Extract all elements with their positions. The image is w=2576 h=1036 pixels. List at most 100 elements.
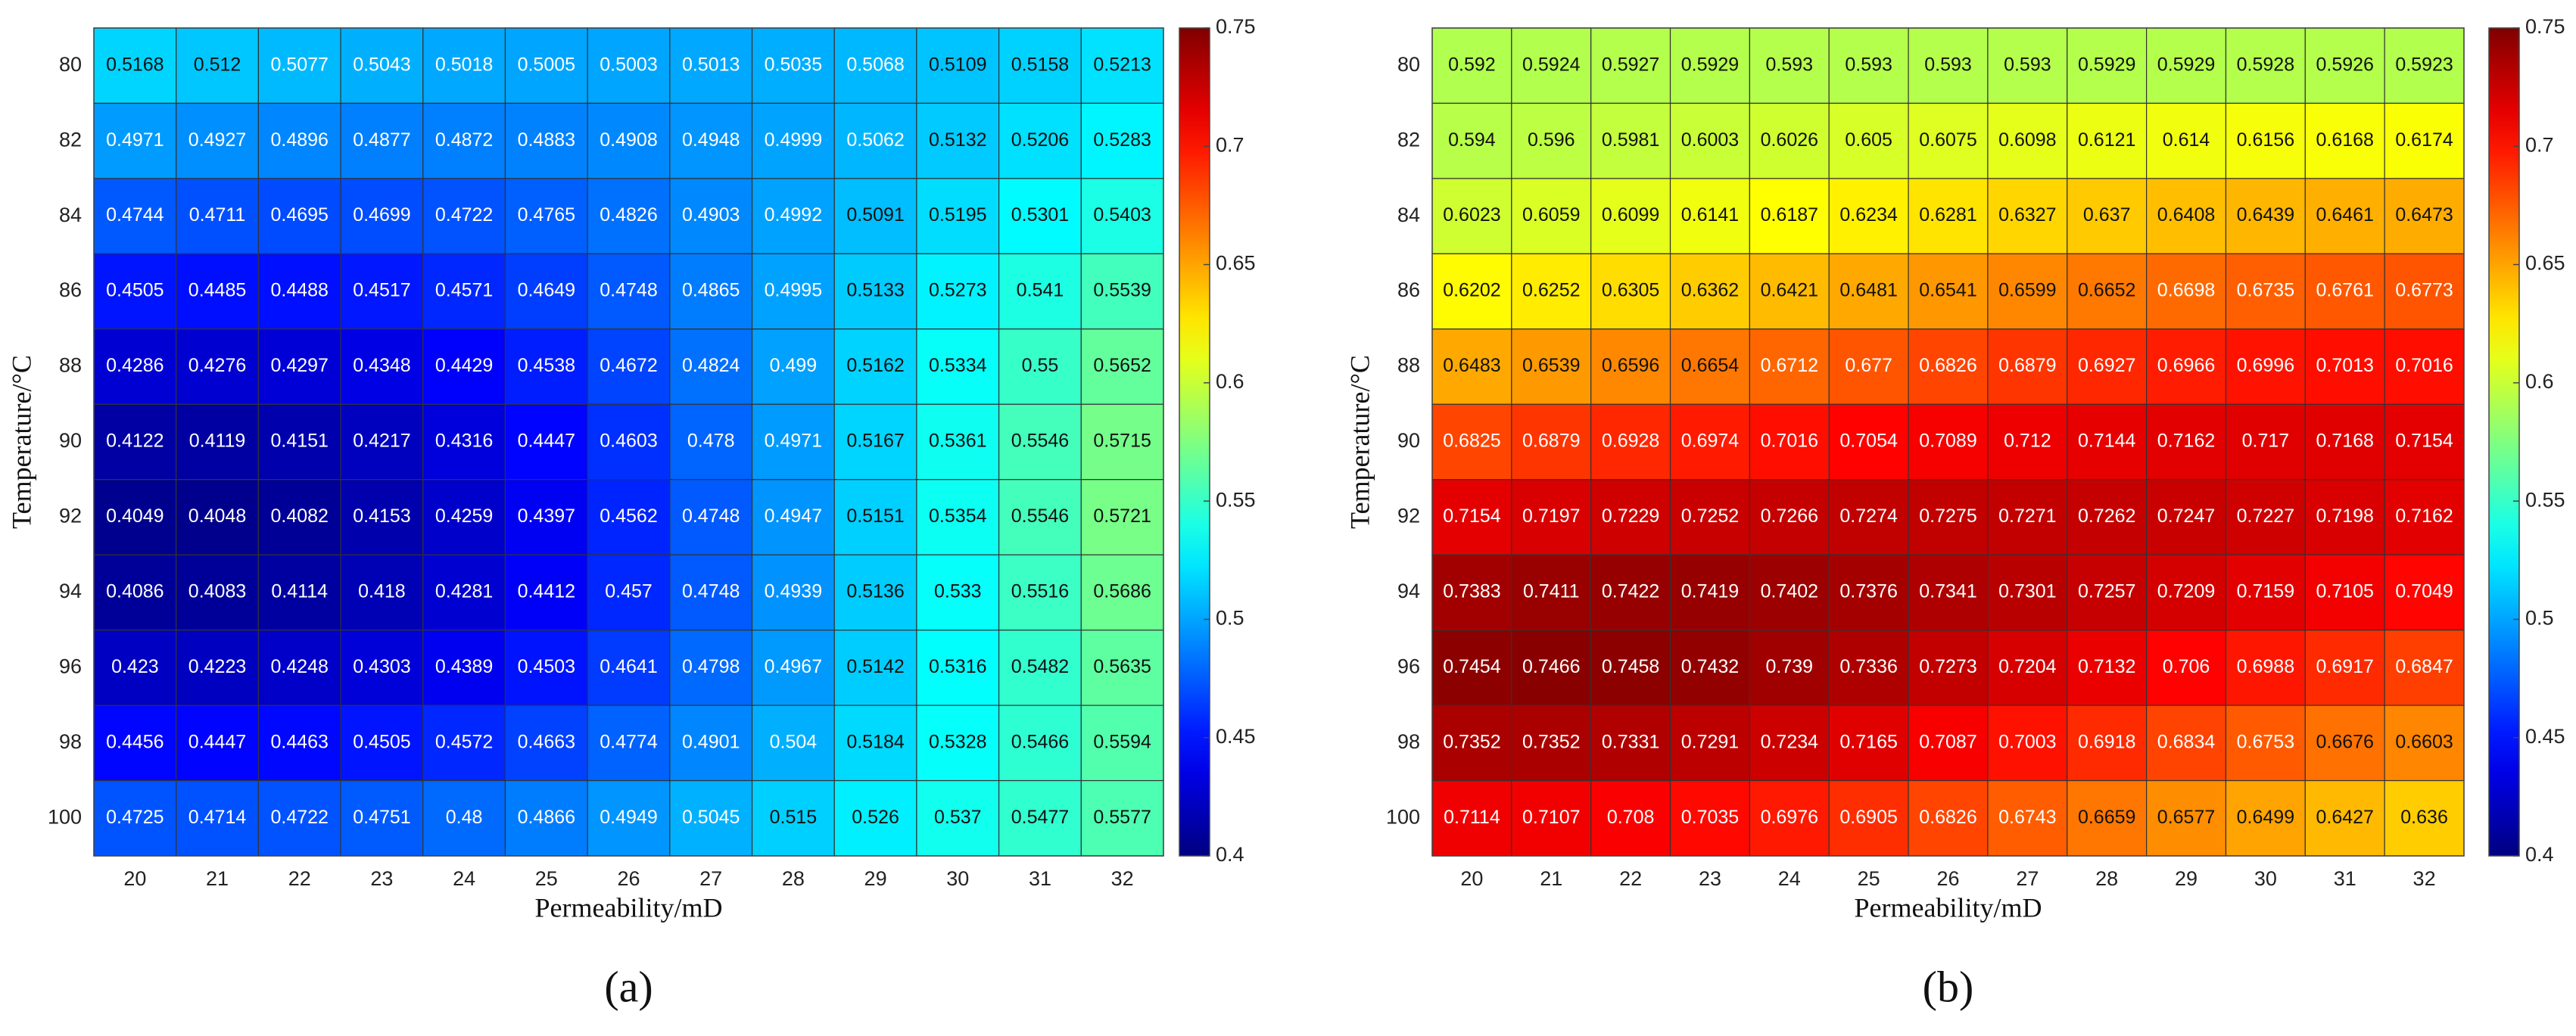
cell-label: 0.5546 <box>1011 506 1069 527</box>
cell-label: 0.6408 <box>2157 204 2215 226</box>
heatmap-cell <box>1669 27 1750 104</box>
cell-label: 0.6676 <box>2316 731 2373 752</box>
cell-label: 0.6059 <box>1522 204 1580 226</box>
cell-label: 0.7352 <box>1522 731 1580 752</box>
cell-label: 0.5466 <box>1011 731 1069 752</box>
cell-label: 0.5184 <box>846 731 905 752</box>
cell-label: 0.4151 <box>270 431 328 452</box>
heatmap-cell <box>257 328 341 405</box>
y-axis-label: Temperature/°C <box>1344 355 1375 529</box>
cell-label: 0.7262 <box>2078 506 2135 527</box>
heatmap-cell <box>422 102 506 179</box>
cell-label: 0.4903 <box>682 204 740 226</box>
cell-label: 0.5929 <box>2157 54 2215 75</box>
heatmap-cell <box>340 479 424 555</box>
colorbar-tick-label: 0.65 <box>2525 252 2565 275</box>
y-tick-label: 100 <box>1386 805 1420 828</box>
heatmap-cell <box>422 479 506 555</box>
heatmap-cell <box>340 554 424 631</box>
heatmap-cell <box>2146 554 2227 631</box>
heatmap-cell <box>257 178 341 254</box>
cell-label: 0.5043 <box>353 54 410 75</box>
cell-label: 0.7257 <box>2078 581 2135 602</box>
x-tick-label: 20 <box>123 867 146 890</box>
y-tick-label: 100 <box>48 805 82 828</box>
x-tick-label: 25 <box>535 867 558 890</box>
colorbar-tick-label: 0.45 <box>1216 725 1256 748</box>
heatmap-cell <box>1908 102 1989 179</box>
cell-label: 0.7089 <box>1919 431 1976 452</box>
cell-label: 0.5927 <box>1602 54 1659 75</box>
cell-label: 0.7331 <box>1602 731 1659 752</box>
cell-label: 0.7234 <box>1761 731 1819 752</box>
heatmap-cell <box>504 630 588 706</box>
x-tick-label: 30 <box>946 867 969 890</box>
cell-label: 0.5328 <box>929 731 986 752</box>
colorbar-tick-label: 0.5 <box>2525 607 2554 630</box>
heatmap-cell <box>1908 27 1989 104</box>
y-tick-label: 96 <box>59 655 82 677</box>
cell-label: 0.5928 <box>2237 54 2294 75</box>
heatmap-cell <box>340 328 424 405</box>
cell-label: 0.6234 <box>1839 204 1898 226</box>
heatmap-cell <box>1987 328 2068 405</box>
heatmap-cell <box>2384 328 2465 405</box>
y-tick-label: 94 <box>59 580 82 602</box>
heatmap-cell <box>2225 779 2306 857</box>
heatmap-cell <box>751 705 835 782</box>
x-tick-label: 21 <box>206 867 229 890</box>
colorbar-tick-label: 0.4 <box>2525 843 2554 866</box>
cell-label: 0.7209 <box>2157 581 2215 602</box>
colorbar-tick-label: 0.65 <box>1216 252 1256 275</box>
cell-label: 0.6539 <box>1522 355 1580 376</box>
cell-label: 0.478 <box>687 431 735 452</box>
cell-label: 0.4927 <box>188 129 246 151</box>
heatmap-cell <box>2146 27 2227 104</box>
cell-label: 0.5635 <box>1093 656 1151 677</box>
heatmap-cell <box>998 178 1082 254</box>
y-tick-label: 98 <box>1397 730 1420 753</box>
cell-label: 0.5273 <box>929 280 986 301</box>
cell-label: 0.4572 <box>435 731 493 752</box>
cell-label: 0.6928 <box>1602 431 1659 452</box>
cell-label: 0.5316 <box>929 656 986 677</box>
heatmap-cell <box>833 253 917 330</box>
cell-label: 0.6825 <box>1443 431 1500 452</box>
heatmap-cell <box>422 705 506 782</box>
y-tick-label: 98 <box>59 730 82 753</box>
heatmap-cell <box>176 779 259 857</box>
cell-label: 0.7165 <box>1839 731 1897 752</box>
heatmap-cell <box>751 479 835 555</box>
cell-label: 0.7432 <box>1681 656 1739 677</box>
cell-label: 0.4774 <box>600 731 658 752</box>
colorbar-tick-label: 0.5 <box>1216 607 1244 630</box>
cell-label: 0.6187 <box>1761 204 1818 226</box>
cell-label: 0.6773 <box>2395 280 2453 301</box>
cell-label: 0.4505 <box>353 731 410 752</box>
cell-label: 0.6003 <box>1681 129 1739 151</box>
cell-label: 0.4276 <box>188 355 246 376</box>
cell-label: 0.6966 <box>2157 355 2215 376</box>
heatmap-cell <box>93 178 177 254</box>
heatmap-cell <box>916 253 1000 330</box>
y-tick-label: 82 <box>1397 128 1420 151</box>
heatmap-cell <box>93 27 177 104</box>
heatmap-cell <box>833 178 917 254</box>
heatmap-cell <box>916 403 1000 481</box>
cell-label: 0.423 <box>111 656 159 677</box>
cell-label: 0.4672 <box>600 355 657 376</box>
cell-label: 0.4456 <box>106 731 164 752</box>
colorbar-tick-label: 0.7 <box>1216 133 1244 156</box>
heatmap-cell <box>998 253 1082 330</box>
cell-label: 0.7229 <box>1602 506 1659 527</box>
cell-label: 0.7352 <box>1443 731 1500 752</box>
cell-label: 0.4562 <box>600 506 657 527</box>
cell-label: 0.6141 <box>1681 204 1739 226</box>
heatmap-cell <box>1828 779 1909 857</box>
heatmap-cell <box>1669 554 1750 631</box>
cell-label: 0.5577 <box>1093 807 1151 828</box>
cell-label: 0.504 <box>770 731 818 752</box>
x-tick-label: 23 <box>1699 867 1721 890</box>
heatmap-cell <box>669 779 753 857</box>
